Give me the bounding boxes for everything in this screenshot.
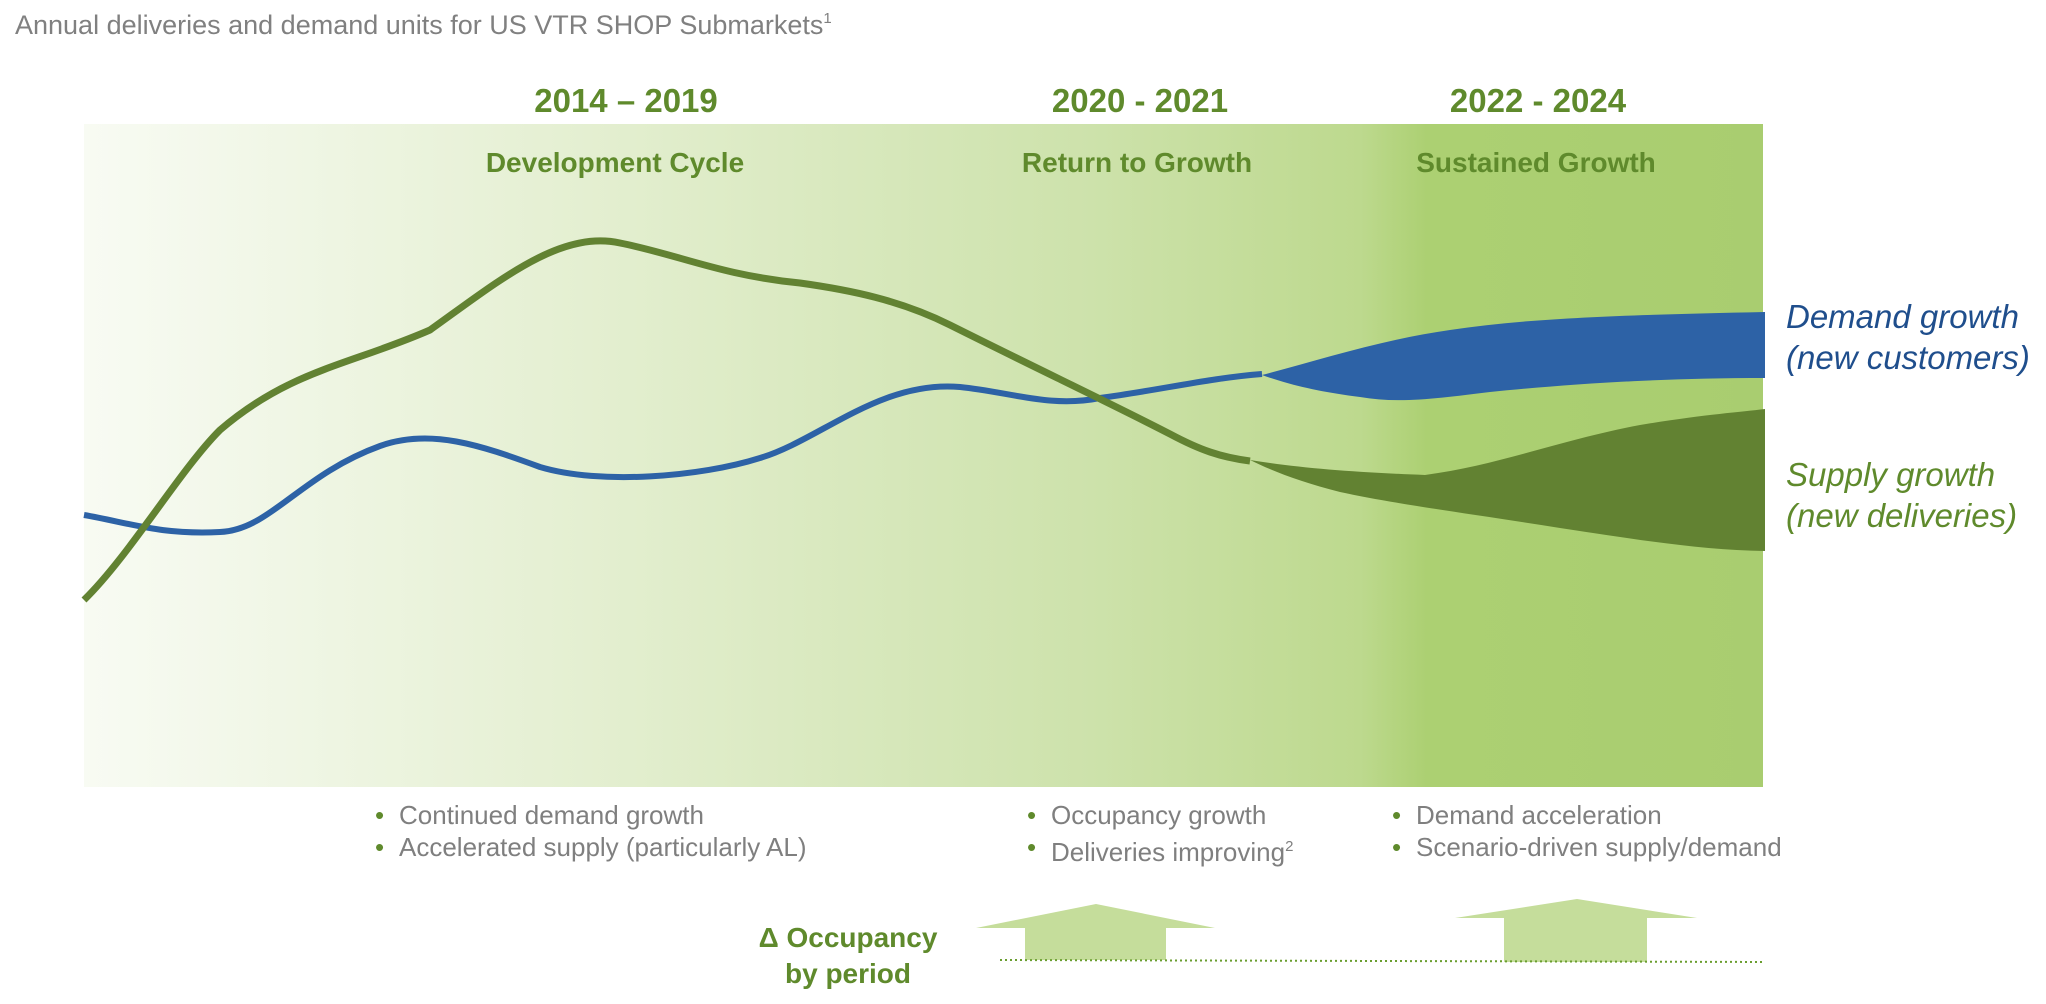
period-years-1: 2014 – 2019 [534, 82, 718, 119]
occupancy-arrow-2020 [976, 904, 1215, 960]
period-name-3: Sustained Growth [1416, 147, 1656, 178]
title-footnote: 1 [823, 10, 832, 27]
notes-sustained-growth: Demand acceleration Scenario-driven supp… [1392, 799, 1782, 863]
occupancy-label: Δ Occupancy by period [759, 920, 938, 992]
notes-development-cycle: Continued demand growth Accelerated supp… [375, 799, 807, 863]
period-band-background [84, 124, 1763, 787]
note-footnote: 2 [1285, 838, 1294, 855]
period-years-3: 2022 - 2024 [1449, 82, 1627, 119]
notes-return-to-growth: Occupancy growth Deliveries improving2 [1027, 799, 1293, 868]
period-name-1: Development Cycle [485, 147, 745, 178]
supply-growth-label: Supply growth (new deliveries) [1786, 454, 2017, 536]
note-item: Scenario-driven supply/demand [1392, 831, 1782, 863]
note-item: Demand acceleration [1392, 799, 1782, 831]
demand-line [83, 371, 1263, 536]
demand-label-line1: Demand growth [1786, 298, 2019, 335]
demand-label-line2: (new customers) [1786, 339, 2030, 376]
demand-fan [1262, 312, 1765, 401]
supply-label-line1: Supply growth [1786, 456, 1996, 493]
supply-fan [1250, 409, 1765, 551]
occupancy-label-line1: Δ Occupancy [758, 922, 938, 953]
note-item: Occupancy growth [1027, 799, 1293, 831]
period-name-2: Return to Growth [1021, 147, 1253, 178]
occupancy-arrow-2022 [1455, 899, 1697, 962]
note-item: Deliveries improving2 [1027, 831, 1293, 868]
chart-title: Annual deliveries and demand units for U… [15, 10, 832, 40]
demand-growth-label: Demand growth (new customers) [1786, 296, 2030, 378]
period-years-2: 2020 - 2021 [1051, 82, 1229, 119]
supply-line [81, 237, 1251, 603]
note-item: Accelerated supply (particularly AL) [375, 831, 807, 863]
note-item: Continued demand growth [375, 799, 807, 831]
occupancy-label-line2: by period [784, 958, 912, 989]
supply-label-line2: (new deliveries) [1786, 497, 2018, 534]
occupancy-baseline [999, 959, 1766, 963]
